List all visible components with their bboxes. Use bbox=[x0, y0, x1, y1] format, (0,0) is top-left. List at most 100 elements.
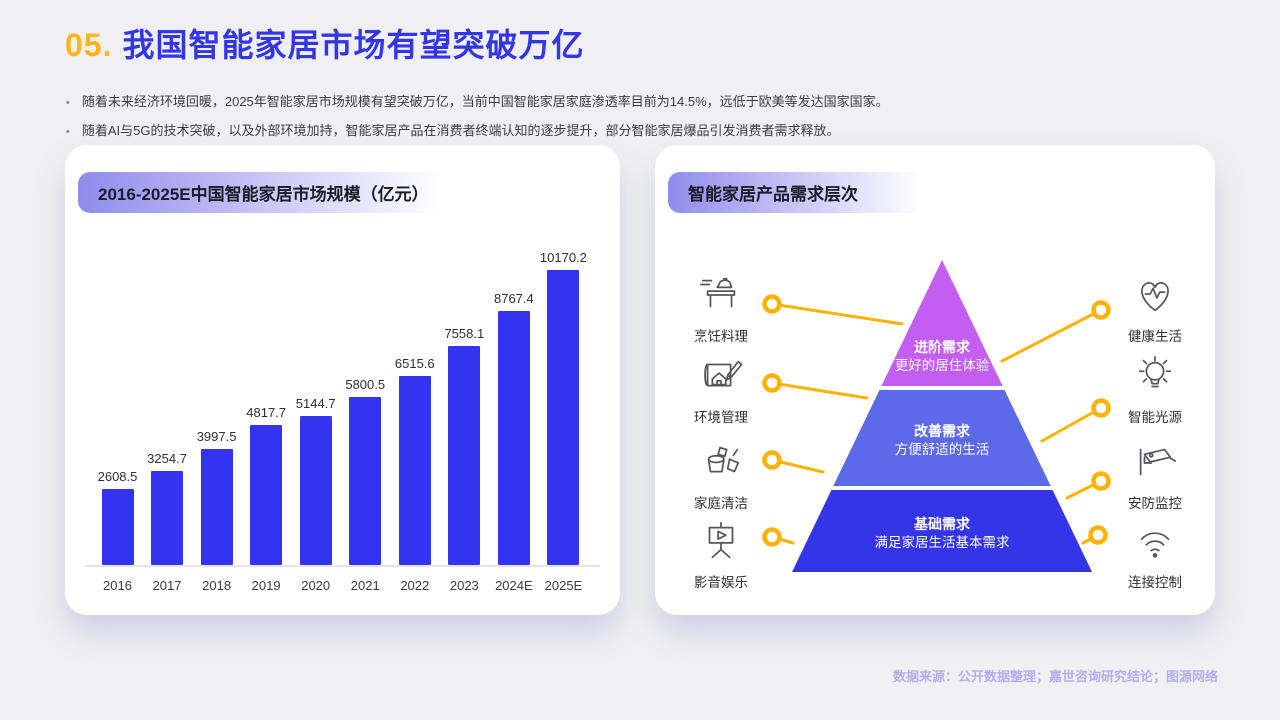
demand-item-label: 连接控制 bbox=[1128, 575, 1182, 590]
bar-value-label: 4817.7 bbox=[246, 405, 287, 421]
x-axis-tick-label: 2020 bbox=[301, 578, 331, 593]
bar-column: 5800.5 bbox=[341, 377, 390, 565]
data-source-note: 数据来源：公开数据整理；嘉世咨询研究结论；图源网络 bbox=[892, 669, 1218, 684]
x-axis-tick-label: 2018 bbox=[202, 578, 232, 593]
bar-value-label: 3997.5 bbox=[196, 429, 237, 444]
bar-chart-bars: 2608.5 3254.7 3997.5 4817.7 5144.7 5800.5 6515… bbox=[93, 250, 588, 565]
bar bbox=[299, 415, 332, 565]
demand-item: 健康生活 bbox=[1110, 272, 1200, 345]
bullet-text: 随着未来经济环境回暖，2025年智能家居市场规模有望突破万亿，当前中国智能家居家… bbox=[81, 94, 889, 109]
cctv-icon bbox=[1139, 448, 1176, 476]
bar-column: 4817.7 bbox=[242, 405, 291, 565]
bar bbox=[398, 376, 431, 565]
bullet-text: 随着AI与5G的技术突破，以及外部环境加持，智能家居产品在消费者终端认知的逐步提… bbox=[81, 123, 840, 138]
x-axis-line bbox=[85, 565, 600, 567]
bar-column: 7558.1 bbox=[440, 326, 489, 565]
pyramid-level-top bbox=[881, 260, 1003, 386]
bar bbox=[250, 425, 283, 565]
pyramid-card-title: 智能家居产品需求层次 bbox=[688, 185, 858, 204]
bar bbox=[101, 489, 134, 565]
demand-item: 家庭清洁 bbox=[676, 439, 766, 512]
demand-item-label: 影音娱乐 bbox=[694, 575, 748, 590]
demand-item-label: 智能光源 bbox=[1128, 410, 1182, 425]
demand-item-label: 安防监控 bbox=[1128, 496, 1182, 511]
bar bbox=[151, 470, 184, 565]
connector-dot bbox=[762, 527, 782, 547]
connector-dot bbox=[1091, 398, 1111, 418]
connector-dot bbox=[762, 373, 782, 393]
bar-value-label: 3254.7 bbox=[147, 450, 187, 466]
heart-pulse-icon bbox=[1141, 282, 1169, 312]
pyramid-level-desc: 满足家居生活基本需求 bbox=[875, 534, 1010, 550]
bar-column: 2608.5 bbox=[93, 469, 142, 565]
bar-column: 3997.5 bbox=[192, 429, 241, 565]
pyramid-level-name: 进阶需求 bbox=[914, 339, 971, 355]
bar-column: 10170.2 bbox=[539, 250, 588, 565]
x-axis-tick-label: 2017 bbox=[152, 578, 182, 593]
wifi-icon bbox=[1140, 532, 1170, 558]
title-text: 我国智能家居市场有望突破万亿 bbox=[122, 27, 585, 63]
pyramid-level-name: 改善需求 bbox=[914, 423, 971, 439]
demand-item: 烹饪料理 bbox=[676, 272, 766, 345]
bullet-item: 随着未来经济环境回暖，2025年智能家居市场规模有望突破万亿，当前中国智能家居家… bbox=[66, 88, 889, 117]
bullet-list: 随着未来经济环境回暖，2025年智能家居市场规模有望突破万亿，当前中国智能家居家… bbox=[66, 88, 889, 146]
pyramid-level-bottom bbox=[792, 490, 1092, 572]
connector-dot bbox=[1091, 471, 1111, 491]
connector-dot bbox=[1088, 525, 1108, 545]
bar bbox=[349, 396, 382, 565]
chart-card-title: 2016-2025E中国智能家居市场规模（亿元） bbox=[98, 185, 429, 204]
cleaning-icon bbox=[707, 446, 740, 473]
connector-line bbox=[1000, 308, 1103, 363]
demand-pyramid-card: 智能家居产品需求层次 进阶需求 更好的居住体验 改善需求 方便舒适的生活 基础需… bbox=[655, 145, 1215, 615]
connector-dot bbox=[762, 450, 782, 470]
bar-value-label: 7558.1 bbox=[444, 325, 485, 341]
bar-value-label: 5144.7 bbox=[295, 395, 336, 411]
demand-item-label: 烹饪料理 bbox=[694, 329, 748, 344]
bulb-icon bbox=[1138, 355, 1172, 388]
x-axis-tick-label: 2025E bbox=[544, 578, 583, 593]
pyramid-level-desc: 更好的居住体验 bbox=[895, 358, 990, 373]
bar bbox=[448, 345, 481, 565]
demand-item-label: 健康生活 bbox=[1128, 329, 1182, 344]
bar bbox=[497, 310, 530, 565]
page-title: 05. 我国智能家居市场有望突破万亿 bbox=[65, 20, 585, 66]
pyramid-card-header: 智能家居产品需求层次 bbox=[668, 172, 938, 213]
connector-dot bbox=[1091, 300, 1111, 320]
market-size-card: 2016-2025E中国智能家居市场规模（亿元） 2608.5 3254.7 399… bbox=[65, 145, 620, 615]
connector-dot bbox=[762, 294, 782, 314]
connector-line bbox=[1040, 406, 1103, 443]
connector-line bbox=[1081, 533, 1100, 545]
blueprint-icon bbox=[704, 360, 743, 387]
x-axis-tick-label: 2016 bbox=[103, 578, 132, 593]
connector-line bbox=[770, 535, 795, 545]
demand-item: 环境管理 bbox=[676, 353, 766, 426]
x-axis-tick-label: 2021 bbox=[350, 578, 380, 593]
bar bbox=[200, 449, 233, 565]
demand-item: 连接控制 bbox=[1110, 518, 1200, 591]
pyramid-level-desc: 方便舒适的生活 bbox=[895, 442, 990, 457]
bar bbox=[547, 270, 580, 565]
chart-card-header: 2016-2025E中国智能家居市场规模（亿元） bbox=[78, 172, 466, 213]
pyramid-level-name: 基础需求 bbox=[914, 516, 971, 532]
bar-value-label: 6515.6 bbox=[394, 356, 435, 371]
demand-item: 智能光源 bbox=[1110, 353, 1200, 426]
x-axis-tick-label: 2023 bbox=[449, 578, 479, 593]
bar-column: 8767.4 bbox=[489, 291, 538, 565]
bar-column: 6515.6 bbox=[390, 356, 439, 565]
connector-line bbox=[770, 302, 904, 326]
bar-column: 5144.7 bbox=[291, 396, 340, 565]
demand-item-label: 家庭清洁 bbox=[694, 496, 748, 511]
connector-line bbox=[1065, 479, 1103, 500]
pyramid-level-middle bbox=[833, 390, 1051, 486]
x-axis-tick-label: 2022 bbox=[400, 578, 430, 593]
bar-chart-ticks: 2016 2017 2018 2019 2020 2021 2022 2023 2024E 202… bbox=[93, 578, 588, 593]
bar-value-label: 10170.2 bbox=[539, 250, 587, 265]
bar-value-label: 2608.5 bbox=[97, 469, 138, 485]
movie-screen-icon bbox=[708, 521, 734, 559]
demand-item: 安防监控 bbox=[1110, 439, 1200, 512]
bar-column: 3254.7 bbox=[143, 451, 192, 565]
demand-item-label: 环境管理 bbox=[694, 410, 748, 425]
connector-line bbox=[770, 458, 825, 474]
title-number: 05. bbox=[65, 27, 113, 63]
demand-item: 影音娱乐 bbox=[676, 518, 766, 591]
